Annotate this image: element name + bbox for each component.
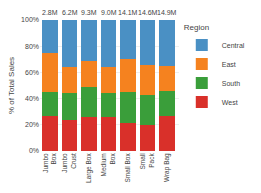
svg-text:Large Box: Large Box (85, 153, 93, 183)
svg-text:9.3M: 9.3M (81, 9, 97, 16)
svg-text:West: West (222, 99, 238, 106)
svg-text:% of Total Sales: % of Total Sales (7, 57, 16, 114)
svg-text:14.1M: 14.1M (118, 9, 138, 16)
svg-text:60%: 60% (25, 69, 39, 76)
svg-text:9.0M: 9.0M (101, 9, 117, 16)
svg-text:80%: 80% (25, 43, 39, 50)
svg-text:East: East (222, 61, 236, 68)
svg-text:6.2M: 6.2M (62, 9, 78, 16)
svg-text:40%: 40% (25, 95, 39, 102)
svg-text:Wrap Bag: Wrap Bag (163, 153, 171, 182)
svg-text:JumboBox: JumboBox (42, 153, 57, 173)
svg-text:SmallPack: SmallPack (139, 153, 154, 170)
svg-text:South: South (222, 80, 240, 87)
svg-text:14.6M: 14.6M (138, 9, 158, 16)
svg-text:2.8M: 2.8M (42, 9, 58, 16)
svg-text:14.9M: 14.9M (157, 9, 177, 16)
svg-text:20%: 20% (25, 121, 39, 128)
svg-text:100%: 100% (21, 16, 39, 23)
svg-text:Region: Region (184, 23, 209, 32)
svg-text:JumboCrust: JumboCrust (61, 153, 76, 173)
svg-text:Central: Central (222, 42, 245, 49)
svg-text:MediumBox: MediumBox (100, 153, 115, 177)
svg-text:Small Box: Small Box (124, 153, 131, 183)
svg-text:0%: 0% (29, 147, 39, 154)
